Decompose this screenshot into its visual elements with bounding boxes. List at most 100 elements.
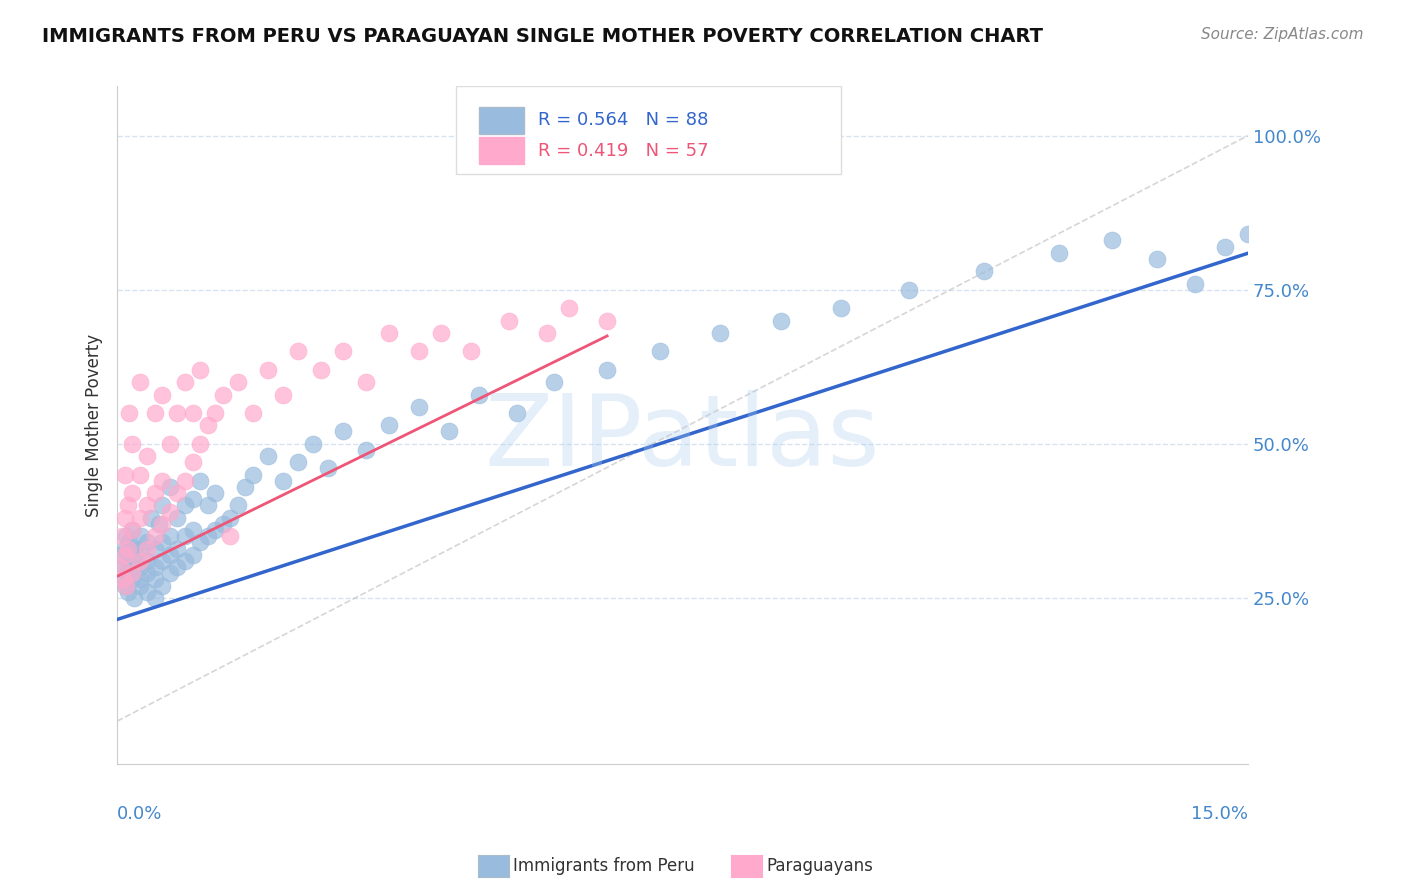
- Point: [309, 363, 332, 377]
- Point: [121, 523, 143, 537]
- Point: [121, 437, 143, 451]
- Point: [152, 535, 174, 549]
- Point: [1184, 277, 1206, 291]
- Point: [543, 375, 565, 389]
- Point: [498, 313, 520, 327]
- Point: [219, 529, 242, 543]
- Point: [211, 516, 233, 531]
- Point: [181, 523, 204, 537]
- Point: [430, 326, 453, 340]
- Point: [148, 516, 170, 531]
- Point: [709, 326, 731, 340]
- Point: [1047, 245, 1070, 260]
- Point: [204, 406, 226, 420]
- Point: [1101, 234, 1123, 248]
- Point: [377, 418, 399, 433]
- Point: [143, 541, 166, 556]
- Point: [166, 486, 188, 500]
- Point: [159, 548, 181, 562]
- Point: [188, 363, 211, 377]
- Point: [181, 548, 204, 562]
- Point: [830, 301, 852, 316]
- Point: [152, 578, 174, 592]
- Point: [536, 326, 558, 340]
- Point: [197, 418, 219, 433]
- Point: [769, 313, 792, 327]
- Point: [115, 529, 138, 543]
- Point: [111, 573, 134, 587]
- Text: Source: ZipAtlas.com: Source: ZipAtlas.com: [1201, 27, 1364, 42]
- Point: [159, 505, 181, 519]
- Point: [354, 442, 377, 457]
- Point: [316, 461, 339, 475]
- Point: [152, 474, 174, 488]
- Point: [648, 344, 671, 359]
- Point: [143, 486, 166, 500]
- Point: [174, 554, 197, 568]
- Point: [125, 548, 148, 562]
- Point: [1251, 215, 1274, 229]
- Point: [596, 313, 619, 327]
- Point: [128, 467, 150, 482]
- Point: [117, 584, 139, 599]
- Point: [354, 375, 377, 389]
- Point: [596, 363, 619, 377]
- Text: IMMIGRANTS FROM PERU VS PARAGUAYAN SINGLE MOTHER POVERTY CORRELATION CHART: IMMIGRANTS FROM PERU VS PARAGUAYAN SINGL…: [42, 27, 1043, 45]
- Point: [973, 264, 995, 278]
- Point: [121, 541, 143, 556]
- Point: [122, 591, 145, 605]
- Point: [257, 363, 280, 377]
- Text: 0.0%: 0.0%: [117, 805, 163, 823]
- Point: [332, 425, 354, 439]
- Text: 15.0%: 15.0%: [1191, 805, 1249, 823]
- Point: [271, 474, 294, 488]
- Point: [117, 554, 139, 568]
- Text: Immigrants from Peru: Immigrants from Peru: [513, 857, 695, 875]
- Point: [204, 523, 226, 537]
- Point: [110, 548, 132, 562]
- Point: [115, 566, 138, 581]
- Point: [468, 387, 491, 401]
- Point: [197, 529, 219, 543]
- Text: R = 0.419   N = 57: R = 0.419 N = 57: [537, 142, 709, 160]
- Point: [174, 375, 197, 389]
- FancyBboxPatch shape: [479, 107, 524, 134]
- Point: [128, 541, 150, 556]
- Point: [159, 566, 181, 581]
- Point: [118, 535, 141, 549]
- Point: [166, 560, 188, 574]
- Point: [166, 541, 188, 556]
- Point: [159, 480, 181, 494]
- Point: [121, 566, 143, 581]
- Point: [128, 554, 150, 568]
- Point: [1260, 202, 1282, 217]
- Point: [287, 344, 309, 359]
- Point: [181, 455, 204, 469]
- Point: [118, 406, 141, 420]
- Point: [174, 474, 197, 488]
- Point: [152, 554, 174, 568]
- Point: [558, 301, 581, 316]
- Point: [242, 467, 264, 482]
- Point: [211, 387, 233, 401]
- Point: [166, 510, 188, 524]
- Point: [332, 344, 354, 359]
- FancyBboxPatch shape: [457, 87, 841, 175]
- Point: [174, 529, 197, 543]
- Point: [159, 437, 181, 451]
- Point: [114, 510, 136, 524]
- Point: [114, 578, 136, 592]
- Point: [117, 499, 139, 513]
- Point: [197, 499, 219, 513]
- Point: [136, 499, 159, 513]
- Point: [111, 529, 134, 543]
- Point: [143, 406, 166, 420]
- Point: [204, 486, 226, 500]
- Point: [139, 510, 162, 524]
- Point: [302, 437, 325, 451]
- Point: [121, 573, 143, 587]
- Point: [114, 541, 136, 556]
- Point: [233, 480, 256, 494]
- Point: [121, 486, 143, 500]
- Point: [121, 523, 143, 537]
